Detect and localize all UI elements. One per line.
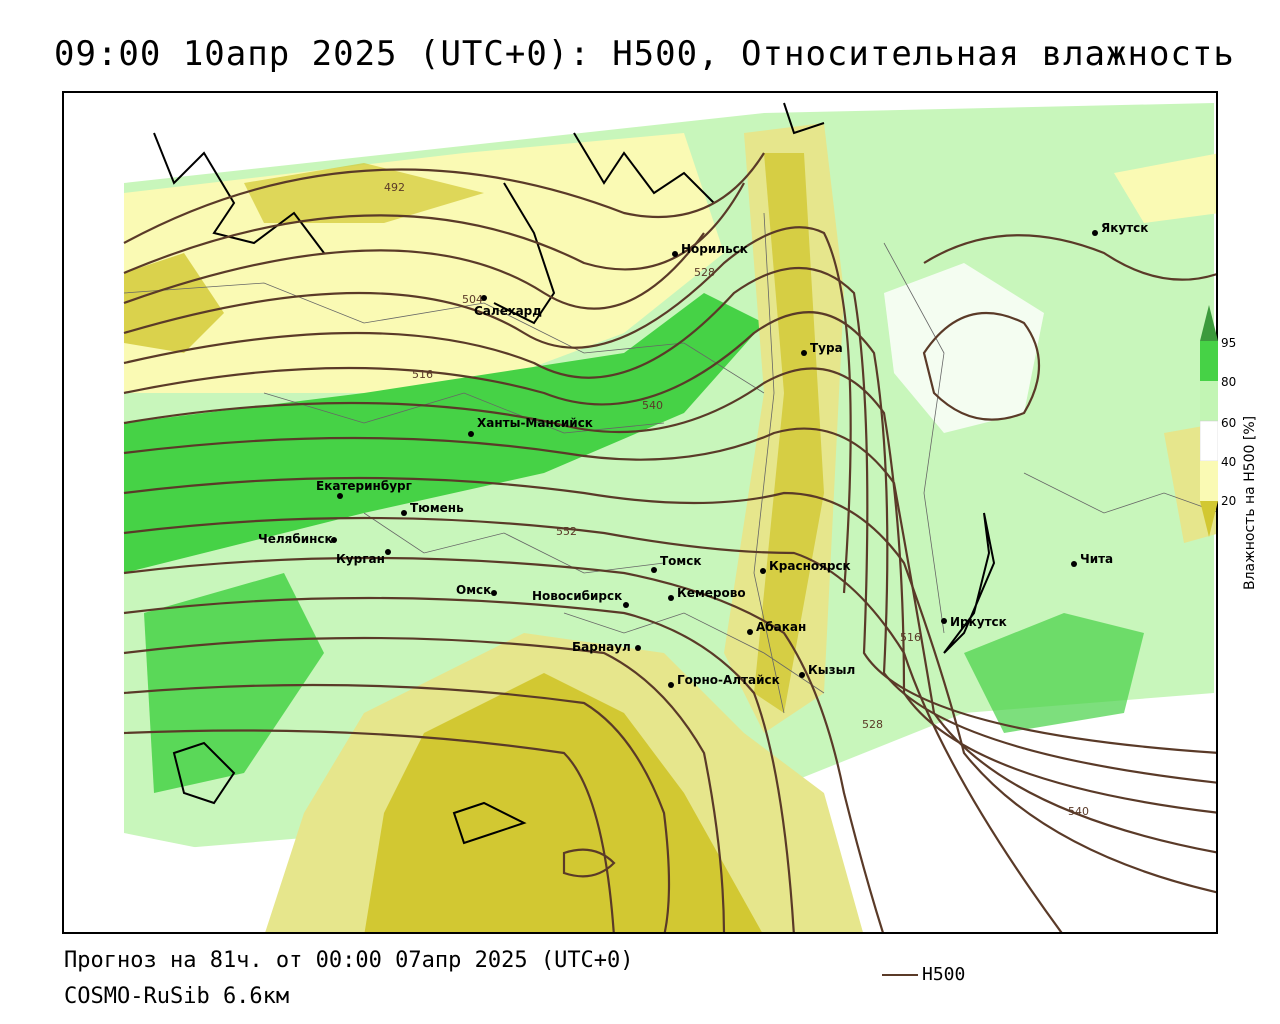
- contour-label: 516: [900, 631, 921, 644]
- city-abakan: Абакан: [747, 620, 806, 635]
- city-krasnoyarsk: Красноярск: [760, 559, 851, 574]
- coastlines: [153, 102, 996, 845]
- city-kyzyl: Кызыл: [799, 663, 855, 678]
- city-kemerovo: Кемерово: [668, 586, 746, 601]
- colorbar-tick: 40: [1221, 455, 1237, 469]
- contour-line-swatch: [882, 974, 918, 976]
- city-khanty-mansiysk: Ханты-Мансийск: [468, 416, 593, 437]
- svg-text:Абакан: Абакан: [756, 620, 806, 634]
- h500-legend-label: H500: [922, 964, 966, 985]
- h500-legend: H500: [882, 964, 965, 985]
- contour-labels: 492 504 516 528 540 552 516 528 540: [384, 181, 1089, 818]
- colorbar-tick: 95: [1221, 336, 1237, 350]
- city-tura: Тура: [801, 341, 843, 356]
- svg-text:Тура: Тура: [810, 341, 843, 355]
- admin-borders: [123, 212, 1216, 714]
- svg-text:Салехард: Салехард: [474, 304, 542, 318]
- city-irkutsk: Иркутск: [941, 615, 1007, 629]
- contour-label: 528: [862, 718, 883, 731]
- contour-label: 492: [384, 181, 405, 194]
- colorbar-tick: 80: [1221, 375, 1237, 389]
- colorbar-tick: 60: [1221, 416, 1237, 430]
- contour-label: 528: [694, 266, 715, 279]
- forecast-map[interactable]: 492 504 516 528 540 552 516 528 540 Якут…: [62, 91, 1218, 934]
- svg-text:Ханты-Мансийск: Ханты-Мансийск: [477, 416, 593, 430]
- svg-text:Новосибирск: Новосибирск: [532, 589, 622, 603]
- city-markers: Якутск Норильск Салехард Тура Ханты-Манс…: [258, 221, 1148, 688]
- svg-text:Омск: Омск: [456, 583, 491, 597]
- svg-text:Томск: Томск: [660, 554, 702, 568]
- svg-text:Кызыл: Кызыл: [808, 663, 855, 677]
- svg-text:Екатеринбург: Екатеринбург: [316, 479, 412, 493]
- city-norilsk: Норильск: [672, 242, 748, 257]
- contour-label: 516: [412, 368, 433, 381]
- city-salekhard: Салехард: [474, 295, 542, 318]
- city-novosibirsk: Новосибирск: [532, 589, 629, 608]
- city-chita: Чита: [1071, 552, 1113, 567]
- svg-text:Челябинск: Челябинск: [258, 532, 333, 546]
- svg-text:Барнаул: Барнаул: [572, 640, 631, 654]
- humidity-colorbar: [1200, 305, 1218, 537]
- h500-contours: [123, 152, 1216, 932]
- svg-text:Кемерово: Кемерово: [677, 586, 746, 600]
- city-kurgan: Курган: [336, 549, 391, 566]
- city-omsk: Омск: [456, 583, 497, 597]
- city-tyumen: Тюмень: [401, 501, 464, 516]
- svg-text:Горно-Алтайск: Горно-Алтайск: [677, 673, 780, 687]
- forecast-info: Прогноз на 81ч. от 00:00 07апр 2025 (UTC…: [64, 948, 634, 973]
- svg-text:Красноярск: Красноярск: [769, 559, 851, 573]
- city-tomsk: Томск: [651, 554, 702, 573]
- contour-label: 504: [462, 293, 483, 306]
- colorbar-tick: 20: [1221, 494, 1237, 508]
- map-title: 09:00 10апр 2025 (UTC+0): H500, Относите…: [54, 34, 1235, 74]
- city-chelyabinsk: Челябинск: [258, 532, 337, 546]
- svg-text:Курган: Курган: [336, 552, 385, 566]
- city-yekaterinburg: Екатеринбург: [316, 479, 412, 499]
- city-barnaul: Барнаул: [572, 640, 641, 654]
- svg-text:Якутск: Якутск: [1101, 221, 1148, 235]
- city-yakutsk: Якутск: [1092, 221, 1148, 236]
- contour-label: 540: [642, 399, 663, 412]
- colorbar-title: Влажность на H500 [%]: [1242, 415, 1258, 590]
- svg-text:Тюмень: Тюмень: [410, 501, 464, 515]
- svg-text:Норильск: Норильск: [681, 242, 748, 256]
- svg-text:Чита: Чита: [1080, 552, 1113, 566]
- model-name: COSMO-RuSib 6.6км: [64, 984, 290, 1009]
- humidity-fields: [64, 93, 1216, 932]
- city-gorno-altaysk: Горно-Алтайск: [668, 673, 780, 688]
- map-canvas: 492 504 516 528 540 552 516 528 540 Якут…: [64, 93, 1216, 932]
- svg-text:Иркутск: Иркутск: [950, 615, 1007, 629]
- contour-label: 540: [1068, 805, 1089, 818]
- contour-label: 552: [556, 525, 577, 538]
